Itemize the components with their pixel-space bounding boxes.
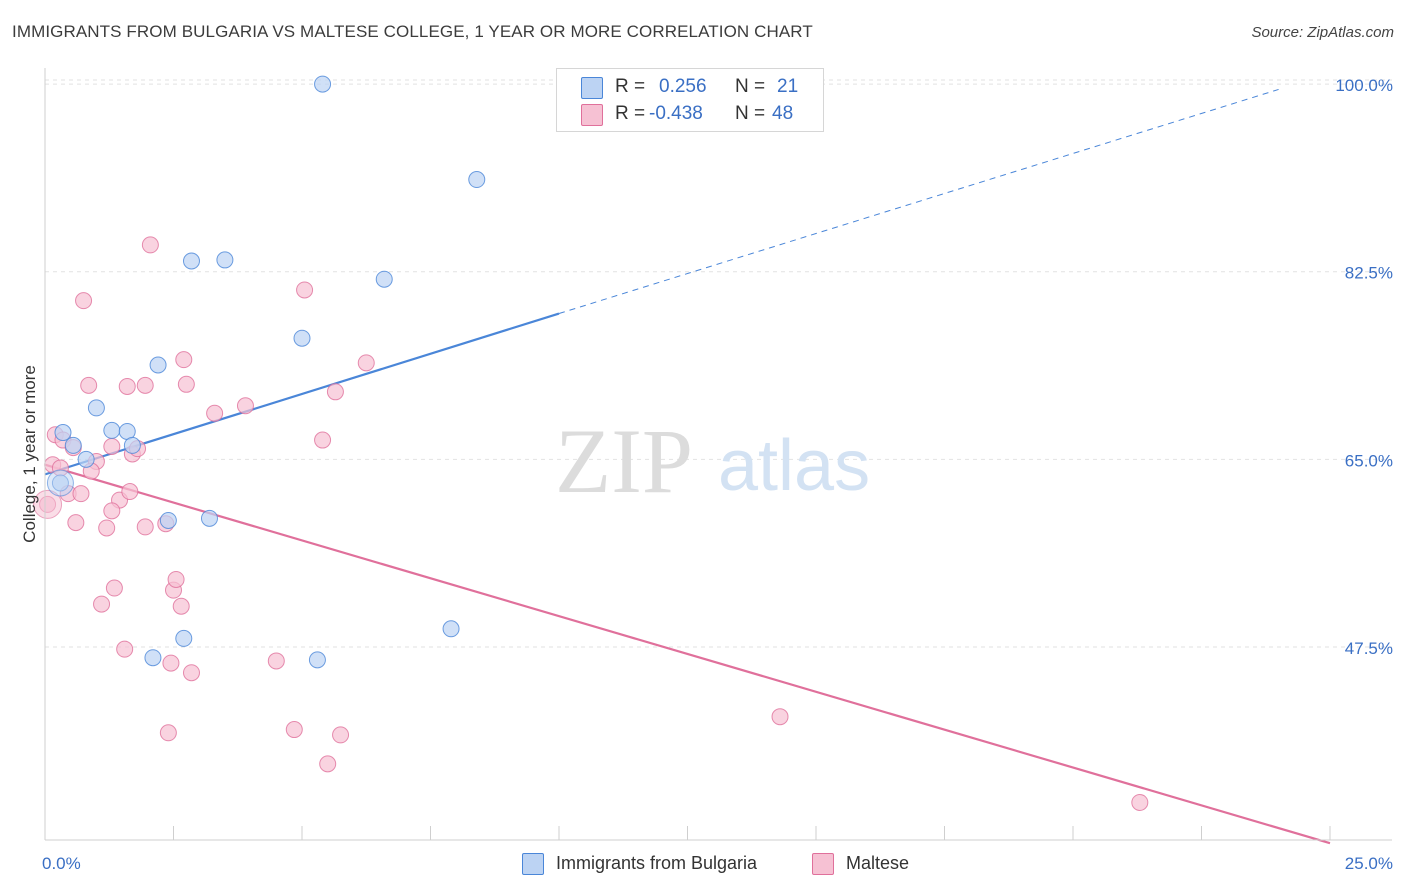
point-bulgaria (293, 329, 311, 347)
chart-title: IMMIGRANTS FROM BULGARIA VS MALTESE COLL… (12, 22, 813, 41)
point-maltese (771, 708, 789, 726)
point-maltese (116, 640, 134, 658)
stats-legend: R = 0.256 N = 21 R = -0.438 N = 48 (556, 68, 824, 132)
point-maltese (118, 377, 136, 395)
point-maltese (332, 726, 350, 744)
point-bulgaria (175, 629, 193, 647)
point-maltese (136, 376, 154, 394)
x-tick-label: 25.0% (1345, 854, 1393, 873)
point-bulgaria (468, 171, 486, 189)
point-maltese (175, 351, 193, 369)
point-maltese (93, 595, 111, 613)
x-tick-label: 0.0% (42, 854, 81, 873)
point-maltese (98, 519, 116, 537)
legend-n-label: N = (735, 103, 766, 124)
point-bulgaria (200, 509, 218, 527)
bottom-legend-label-maltese: Maltese (846, 853, 910, 873)
axes: 47.5% 65.0% 82.5% 100.0% 0.0% 25.0% College, 1… (20, 68, 1393, 873)
point-maltese (141, 236, 159, 254)
point-maltese (172, 597, 190, 615)
point-bulgaria (159, 511, 177, 529)
point-bulgaria (87, 399, 105, 417)
point-maltese (162, 654, 180, 672)
point-bulgaria (54, 424, 72, 442)
y-axis-title: College, 1 year or more (20, 365, 39, 543)
point-maltese (103, 502, 121, 520)
point-maltese (159, 724, 177, 742)
y-tick-label: 82.5% (1345, 264, 1393, 283)
point-maltese (105, 579, 123, 597)
point-bulgaria (64, 436, 82, 454)
point-maltese (326, 383, 344, 401)
y-tick-label: 100.0% (1335, 76, 1393, 95)
point-maltese (319, 755, 337, 773)
legend-r-value-bulgaria: 0.256 (659, 76, 707, 97)
legend-swatch-bulgaria (581, 77, 603, 99)
trend-line-bulgaria-extension (558, 88, 1279, 315)
trend-line-maltese (44, 463, 1331, 845)
point-bulgaria (144, 649, 162, 667)
point-maltese (285, 721, 303, 739)
point-bulgaria (442, 620, 460, 638)
point-bulgaria (77, 450, 95, 468)
legend-r-value-maltese: -0.438 (649, 103, 703, 124)
point-maltese-cluster (33, 489, 63, 519)
chart-source: Source: ZipAtlas.com (1251, 24, 1394, 41)
bottom-legend-swatch-bulgaria (522, 853, 544, 875)
point-maltese (177, 375, 195, 393)
point-maltese (1131, 793, 1149, 811)
legend-n-value-bulgaria: 21 (777, 76, 799, 97)
point-maltese (121, 483, 139, 501)
legend-row-bulgaria: R = 0.256 N = 21 (557, 74, 823, 100)
watermark-atlas: atlas (718, 426, 870, 506)
legend-r-label: R = (615, 76, 646, 97)
point-maltese (75, 292, 93, 310)
point-maltese (136, 518, 154, 536)
point-bulgaria (182, 252, 200, 270)
y-tick-label: 47.5% (1345, 639, 1393, 658)
point-bulgaria (314, 75, 332, 93)
legend-r-label: R = (615, 103, 646, 124)
point-maltese (206, 404, 224, 422)
point-bulgaria (375, 270, 393, 288)
legend-swatch-maltese (581, 104, 603, 126)
point-bulgaria (123, 436, 141, 454)
point-maltese (80, 376, 98, 394)
point-maltese (267, 652, 285, 670)
bottom-legend-swatch-maltese (812, 853, 834, 875)
point-maltese (296, 281, 314, 299)
point-maltese (357, 354, 375, 372)
point-bulgaria (308, 651, 326, 669)
bottom-legend-label-bulgaria: Immigrants from Bulgaria (556, 853, 758, 873)
point-maltese (167, 570, 185, 588)
watermark-zip: ZIP (555, 410, 693, 512)
point-bulgaria-cluster (46, 469, 74, 497)
legend-row-maltese: R = -0.438 N = 48 (557, 101, 823, 127)
point-maltese (103, 437, 121, 455)
point-maltese (314, 431, 332, 449)
point-maltese (236, 397, 254, 415)
legend-n-label: N = (735, 76, 766, 97)
y-tick-label: 65.0% (1345, 451, 1393, 470)
point-bulgaria (149, 356, 167, 374)
gridlines (45, 79, 1392, 648)
point-maltese (67, 514, 85, 532)
legend-n-value-maltese: 48 (772, 103, 794, 124)
point-bulgaria (103, 421, 121, 439)
point-maltese (182, 664, 200, 682)
point-bulgaria (216, 251, 234, 269)
data-points (33, 75, 1149, 811)
watermark: ZIP atlas (555, 410, 870, 512)
point-maltese (72, 485, 90, 503)
